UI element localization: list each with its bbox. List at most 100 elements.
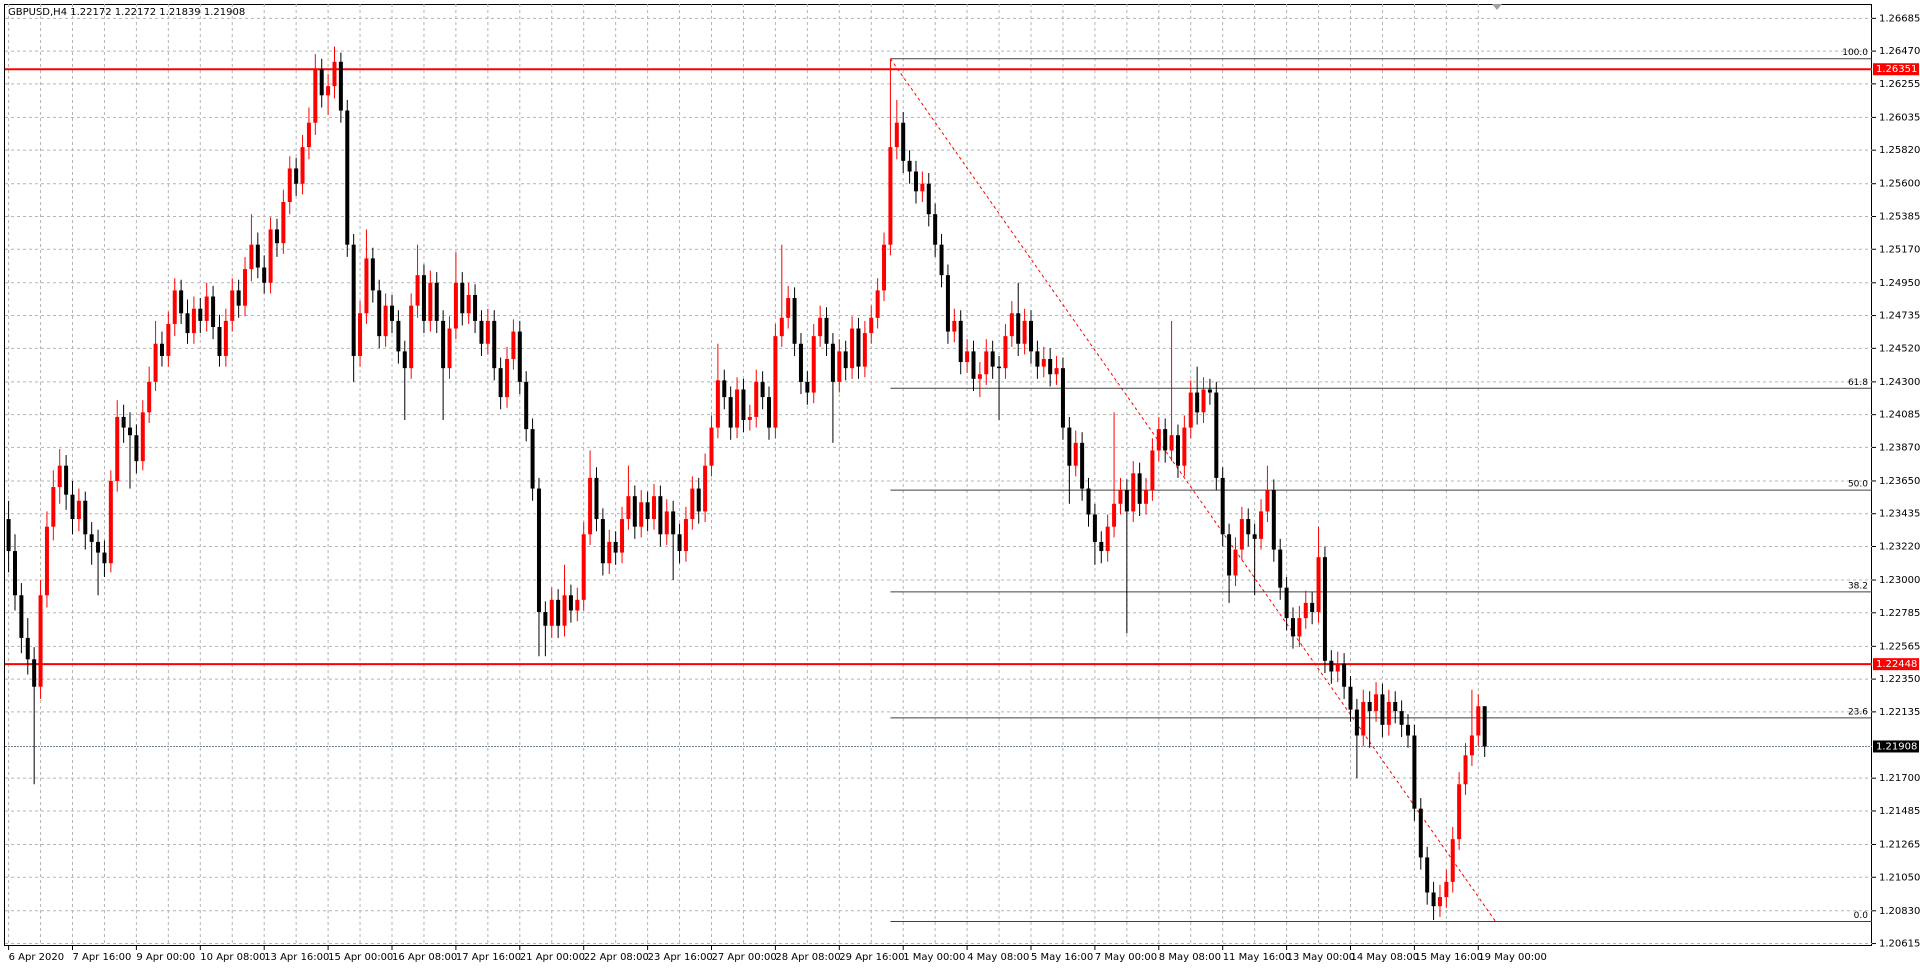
candle-body [32, 659, 37, 687]
candle-body [894, 122, 899, 148]
candle-body [326, 86, 331, 96]
candle-body [543, 612, 548, 626]
x-tick-label: 15 May 16:00 [1414, 952, 1483, 963]
candle-body [204, 296, 209, 321]
candle-body [1342, 663, 1347, 687]
x-tick-label: 7 May 00:00 [1095, 952, 1157, 963]
y-tick-label: 1.24735 [1879, 311, 1920, 322]
y-tick-label: 1.21700 [1879, 773, 1920, 784]
candle-body [1054, 368, 1059, 375]
candle-body [1265, 490, 1270, 512]
candle-body [198, 308, 203, 321]
candle-body [926, 183, 931, 215]
candle-body [575, 599, 580, 611]
candle-body [760, 381, 765, 398]
candle-body [568, 595, 573, 611]
candle-body [933, 214, 938, 245]
y-tick-label: 1.21050 [1879, 872, 1920, 883]
candle-body [913, 171, 918, 192]
candle-body [824, 317, 829, 344]
candle-body [1137, 473, 1142, 504]
candle-body [728, 397, 733, 428]
x-tick-label: 27 Apr 00:00 [712, 952, 777, 963]
candle-body [76, 500, 81, 520]
candle-body [1073, 442, 1078, 466]
price-box [1873, 658, 1919, 671]
candle-body [1163, 429, 1168, 451]
candle-body [498, 368, 503, 398]
candle-body [1310, 602, 1315, 613]
candle-body [639, 502, 644, 527]
candle-body [166, 323, 171, 356]
candle-body [1169, 435, 1174, 451]
y-tick-label: 1.22350 [1879, 674, 1920, 685]
x-tick-label: 23 Apr 16:00 [648, 952, 713, 963]
candle-body [300, 147, 305, 184]
candle-body [121, 416, 126, 428]
candle-body [1086, 488, 1091, 515]
candle-body [1476, 706, 1481, 736]
y-tick-label: 1.20830 [1879, 906, 1920, 917]
candle-body [473, 294, 478, 321]
candle-body [1284, 587, 1289, 619]
candle-body [1067, 427, 1072, 466]
candle-body [1195, 392, 1200, 413]
x-tick-label: 28 Apr 08:00 [775, 952, 840, 963]
candle-body [1016, 313, 1021, 344]
candle-body [102, 552, 107, 564]
candle-body [153, 343, 158, 382]
candle-body [223, 320, 228, 356]
candle-body [1386, 701, 1391, 725]
candle-body [147, 381, 152, 413]
candle-body [1220, 477, 1225, 535]
candle-body [1297, 618, 1302, 637]
candle-body [377, 290, 382, 337]
candle-body [965, 351, 970, 363]
y-tick-label: 1.22135 [1879, 707, 1920, 718]
candle-body [1175, 435, 1180, 466]
candle-body [236, 290, 241, 306]
candle-body [805, 381, 810, 393]
fibo-label: 100.0 [1842, 48, 1868, 58]
candle-body [453, 282, 458, 329]
candle-body [281, 202, 286, 244]
candle-body [351, 244, 356, 356]
candle-body [370, 258, 375, 291]
candle-body [1099, 541, 1104, 552]
x-tick-label: 17 Apr 16:00 [456, 952, 521, 963]
fibo-label: 50.0 [1848, 480, 1868, 490]
candle-body [709, 427, 714, 466]
candle-body [626, 496, 631, 520]
candle-body [1425, 857, 1430, 893]
candle-body [1259, 511, 1264, 539]
candle-body [1214, 392, 1219, 478]
y-tick-label: 1.25170 [1879, 244, 1920, 255]
candle-body [1022, 320, 1027, 344]
candle-body [1009, 313, 1014, 337]
candle-body [313, 69, 318, 123]
candle-body [38, 595, 43, 687]
candle-body [907, 160, 912, 172]
candle-body [920, 183, 925, 192]
candle-body [977, 374, 982, 379]
candle-body [1227, 534, 1232, 576]
candle-body [479, 320, 484, 344]
fibo-label: 38.2 [1848, 581, 1868, 591]
candle-body [1201, 389, 1206, 413]
candle-body [767, 397, 772, 428]
candle-body [888, 147, 893, 245]
candle-body [409, 305, 414, 369]
candle-body [1322, 557, 1327, 661]
candle-body [1188, 392, 1193, 428]
candle-body [798, 343, 803, 382]
candle-body [690, 488, 695, 520]
candle-body [434, 282, 439, 321]
candle-body [1278, 549, 1283, 588]
candle-body [997, 366, 1002, 369]
price-box-label: 1.26351 [1876, 64, 1917, 75]
candle-body [1316, 557, 1321, 613]
candle-body [971, 351, 976, 379]
candle-body [830, 343, 835, 382]
candle-body [1150, 450, 1155, 491]
candle-body [383, 305, 388, 337]
